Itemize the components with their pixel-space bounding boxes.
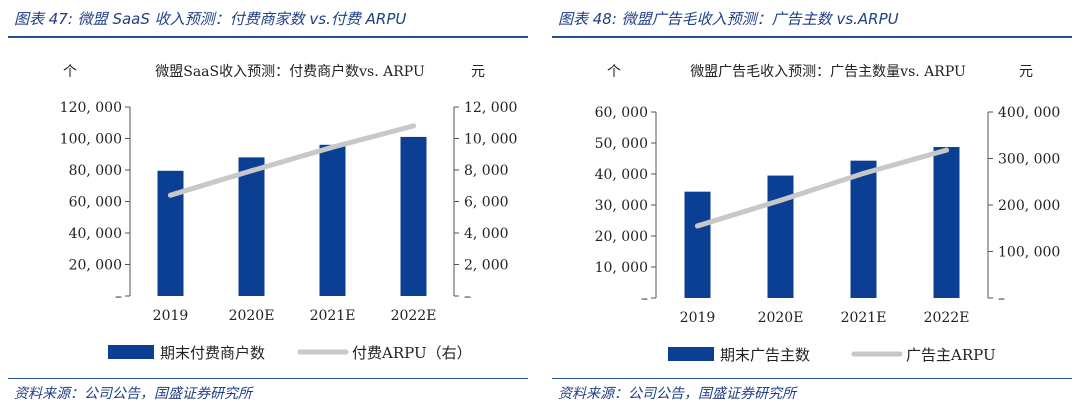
figure-title: 图表 48: 微盟广告毛收入预测：广告主数 vs.ARPU bbox=[558, 10, 899, 28]
left-tick-label: 120, 000 bbox=[60, 100, 122, 116]
left-tick-label: – bbox=[115, 289, 122, 305]
line-point bbox=[861, 170, 866, 176]
bar bbox=[684, 191, 711, 298]
left-axis-unit: 个 bbox=[607, 64, 621, 80]
series-line bbox=[168, 123, 416, 198]
left-tick-label: 20, 000 bbox=[69, 258, 122, 274]
right-tick-label: – bbox=[464, 289, 471, 305]
legend-label-bar: 期末广告主数 bbox=[720, 346, 810, 364]
chart-saas: 微盟SaaS收入预测：付费商户数vs. ARPU 个 元 – 20, 000 40, 00… bbox=[60, 63, 518, 362]
series-line bbox=[695, 147, 949, 229]
right-tick-label: 2, 000 bbox=[464, 258, 509, 274]
left-tick-label: 40, 000 bbox=[69, 226, 122, 242]
left-tick-label: 80, 000 bbox=[69, 163, 122, 179]
source-rule bbox=[8, 378, 528, 379]
legend-label-bar: 期末付费商户数 bbox=[160, 344, 265, 362]
bar bbox=[933, 147, 960, 298]
x-tick-label: 2022E bbox=[924, 310, 970, 326]
bar bbox=[400, 136, 427, 296]
bar bbox=[767, 175, 794, 298]
left-tick-label: 10, 000 bbox=[595, 260, 648, 276]
right-axis-unit: 元 bbox=[471, 64, 485, 80]
left-tick-label: 60, 000 bbox=[595, 105, 648, 121]
legend-swatch-bar bbox=[108, 345, 154, 359]
x-tick-label: 2021E bbox=[310, 308, 356, 324]
left-tick-label: 100, 000 bbox=[60, 132, 122, 148]
left-figure-panel: 图表 47: 微盟 SaaS 收入预测：付费商家数 vs.付费 ARPU 微盟S… bbox=[8, 0, 528, 420]
x-tick-label: 2020E bbox=[229, 308, 275, 324]
right-tick-label: 4, 000 bbox=[464, 226, 509, 242]
chart-ads: 微盟广告毛收入预测：广告主数量vs. ARPU 个 元 – 10, 000 20, 000… bbox=[595, 64, 1061, 364]
source-note: 资料来源：公司公告，国盛证券研究所 bbox=[14, 386, 252, 402]
legend-label-line: 付费ARPU（右） bbox=[352, 344, 472, 362]
right-tick-label: 10, 000 bbox=[464, 132, 517, 148]
left-tick-label: 50, 000 bbox=[595, 136, 648, 152]
x-tick-label: 2019 bbox=[153, 308, 189, 324]
left-tick-label: – bbox=[641, 291, 648, 307]
legend-label-line: 广告主ARPU bbox=[906, 346, 996, 364]
x-tick-label: 2020E bbox=[758, 310, 804, 326]
left-tick-label: 40, 000 bbox=[595, 167, 648, 183]
left-tick-label: 20, 000 bbox=[595, 229, 648, 245]
legend-swatch-bar bbox=[668, 347, 714, 361]
right-tick-label: 12, 000 bbox=[464, 100, 517, 116]
line-point bbox=[411, 123, 416, 129]
source-note: 资料来源：公司公告，国盛证券研究所 bbox=[558, 386, 796, 402]
right-figure-panel: 图表 48: 微盟广告毛收入预测：广告主数 vs.ARPU 微盟广告毛收入预测：… bbox=[552, 0, 1072, 420]
right-tick-label: 300, 000 bbox=[998, 152, 1060, 168]
bar bbox=[850, 160, 877, 298]
right-axis-unit: 元 bbox=[1019, 64, 1033, 80]
line-point bbox=[778, 197, 783, 203]
line-point bbox=[249, 168, 254, 174]
right-tick-label: 100, 000 bbox=[998, 245, 1060, 261]
right-tick-label: 8, 000 bbox=[464, 163, 509, 179]
title-rule bbox=[8, 36, 528, 38]
right-tick-label: 6, 000 bbox=[464, 195, 509, 211]
left-axis-unit: 个 bbox=[63, 64, 77, 80]
line-point bbox=[330, 144, 335, 150]
chart-title: 微盟广告毛收入预测：广告主数量vs. ARPU bbox=[690, 64, 966, 80]
bar bbox=[157, 170, 184, 296]
line-point bbox=[168, 192, 173, 198]
right-tick-label: 200, 000 bbox=[998, 198, 1060, 214]
title-rule bbox=[552, 36, 1072, 38]
right-tick-label: 400, 000 bbox=[998, 105, 1060, 121]
chart-title: 微盟SaaS收入预测：付费商户数vs. ARPU bbox=[155, 63, 425, 80]
line-point bbox=[695, 223, 700, 229]
left-tick-label: 60, 000 bbox=[69, 195, 122, 211]
right-tick-label: – bbox=[998, 291, 1005, 307]
figure-title: 图表 47: 微盟 SaaS 收入预测：付费商家数 vs.付费 ARPU bbox=[14, 10, 407, 28]
bar bbox=[238, 157, 265, 296]
line-point bbox=[944, 147, 949, 153]
x-tick-label: 2021E bbox=[841, 310, 887, 326]
source-rule bbox=[552, 378, 1072, 379]
x-tick-label: 2022E bbox=[391, 308, 437, 324]
bar bbox=[319, 144, 346, 296]
left-tick-label: 30, 000 bbox=[595, 198, 648, 214]
x-tick-label: 2019 bbox=[680, 310, 716, 326]
